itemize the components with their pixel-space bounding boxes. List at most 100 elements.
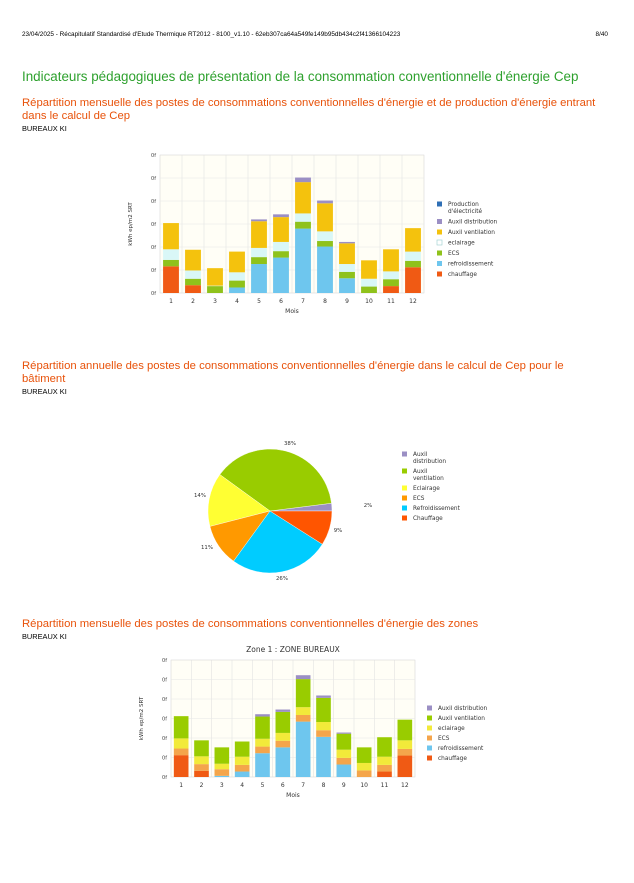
pie-slice [219,448,332,512]
y-tick-label: 0f [151,153,156,159]
x-tick-label: 3 [213,298,217,305]
bar-segment [316,736,331,777]
bar-segment [383,279,399,287]
bar-segment [339,278,355,293]
chart-title: Zone 1 : ZONE BUREAUX [246,645,340,654]
bar-segment [336,764,352,777]
legend-swatch [427,725,432,731]
bar-segment [397,719,413,741]
y-tick-label: 0f [151,245,156,251]
bar-segment [405,260,421,268]
bar-segment [214,747,230,764]
bar-segment [251,257,267,265]
bar-segment [194,756,209,765]
bar-segment [185,270,201,279]
bar-segment [317,203,333,232]
bar-segment [251,264,267,293]
legend-label: Auxil ventilation [438,716,485,722]
bar-segment [405,267,421,293]
bar-segment [405,228,421,252]
bar-segment [336,733,352,750]
section-2-subtitle: BUREAUX KI [22,387,67,396]
legend-label: eclairage [438,726,465,732]
x-tick-label: 10 [360,782,368,789]
x-tick-label: 12 [409,298,417,305]
legend-label: distribution [413,459,446,465]
x-axis-label: Mois [285,308,299,315]
x-tick-label: 1 [179,782,183,789]
legend-label: ECS [413,496,425,502]
legend-label: d'électricité [448,208,483,215]
legend-swatch [436,239,443,246]
bar-segment [356,762,372,771]
bar-segment [397,748,413,756]
bar-segment [214,763,230,770]
pie-slice-label: 26% [276,576,288,582]
y-tick-label: 0f [151,268,156,274]
bar-segment [295,679,311,708]
bar-segment [397,740,413,749]
bar-segment [356,770,372,777]
legend-label: ECS [438,736,450,742]
x-axis-label: Mois [286,792,300,799]
y-tick-label: 0f [162,678,167,684]
bar-segment [273,241,289,252]
bar-segment [173,755,189,777]
x-tick-label: 10 [365,298,373,305]
x-tick-label: 11 [381,782,389,789]
bar-segment [295,714,311,722]
bar-segment [275,732,291,741]
pie-slice [269,510,333,545]
bar-segment [255,746,270,754]
legend-swatch [402,495,407,501]
bar-segment [255,738,270,747]
bar-segment [339,264,355,272]
legend-swatch [437,219,442,224]
legend-label: Eclairage [413,486,440,492]
section-3-subtitle: BUREAUX KI [22,632,67,641]
bar-segment [234,764,250,772]
pie-slice-label: 9% [334,528,343,534]
bar-segment [339,241,355,244]
bar-segment [234,741,250,757]
bar-segment [295,221,311,229]
legend-label: chauffage [438,756,467,762]
legend-swatch [437,250,442,256]
bar-segment [163,249,179,260]
bar-segment [317,231,333,242]
x-tick-label: 3 [220,782,224,789]
bar-segment [255,714,270,717]
bar-segment [229,287,245,293]
legend-3: Auxil distribution Auxil ventilation eclai… [427,705,487,762]
legend-label: refroidissement [438,746,484,752]
bar-segment [229,280,245,288]
bar-segment [194,764,209,771]
x-tick-label: 2 [200,782,204,789]
bar-segment [275,747,291,777]
pie-slice [207,474,271,527]
legend-swatch [437,261,442,266]
bar-segment [361,286,377,293]
y-tick-label: 0f [162,756,167,762]
legend-label: refroidissement [448,262,494,268]
x-tick-label: 6 [281,782,285,789]
x-tick-label: 8 [322,782,326,789]
bar-segment [316,697,331,723]
y-tick-label: 0f [162,658,167,664]
bar-segment [255,716,270,739]
bar-segment [356,747,372,763]
bar-segment [273,217,289,242]
x-tick-label: 1 [169,298,173,305]
pie-slice-label: 11% [201,545,213,551]
bar-segment [377,756,392,765]
legend-swatch [402,468,407,474]
bar-segment [273,214,289,218]
pie-chart: 2% 38% 14% 11% 26% 9% [194,441,372,582]
bar-segment [383,271,399,280]
legend-swatch [437,201,442,207]
y-tick-label: 0f [162,736,167,742]
bar-segment [251,247,267,258]
